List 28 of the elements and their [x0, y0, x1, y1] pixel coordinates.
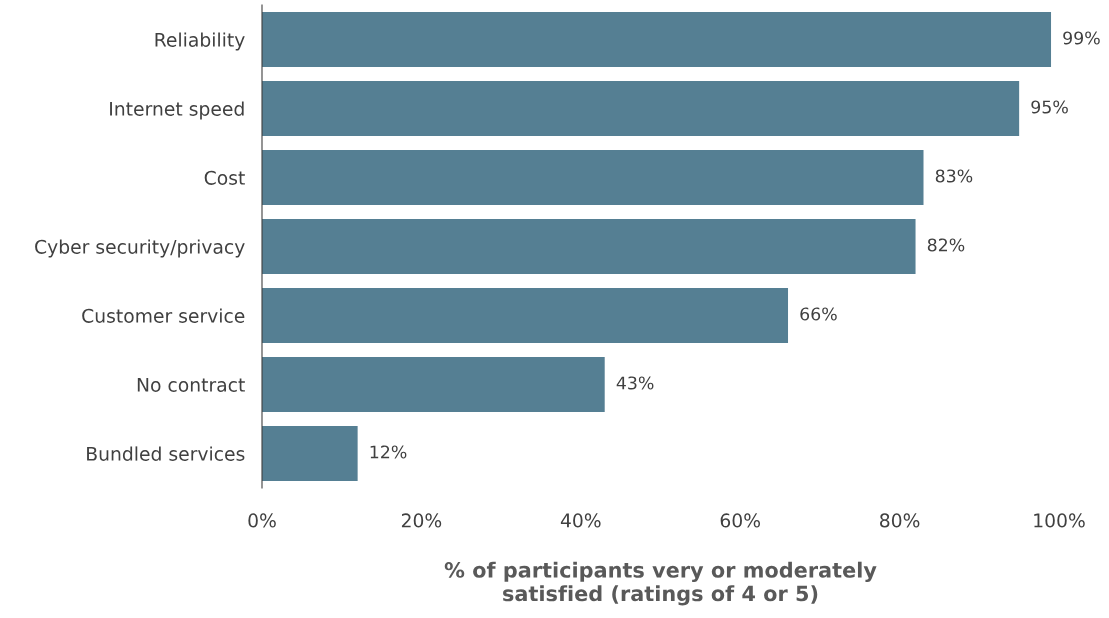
x-tick-label: 40%: [560, 513, 601, 528]
bar: [262, 425, 358, 482]
x-tick-label: 60%: [720, 513, 760, 528]
y-tick-label: Internet speed: [110, 101, 244, 120]
bar: [262, 11, 1052, 68]
x-tick-label: 0%: [248, 513, 276, 528]
bar: [262, 287, 789, 344]
x-tick-label: 100%: [1034, 513, 1085, 528]
data-label: 43%: [616, 376, 654, 390]
y-tick-label: No contract: [137, 377, 245, 392]
x-tick-label: 20%: [401, 513, 442, 528]
y-tick-label: Cost: [204, 170, 245, 185]
x-axis-title: % of participants very or moderately satisfied (ratings of 4 or 5): [444, 561, 877, 606]
data-label: 95%: [1031, 100, 1068, 114]
y-tick-label: Reliability: [155, 32, 245, 51]
bar: [262, 149, 924, 206]
data-label: 66%: [800, 307, 837, 321]
x-tick-label: 80%: [880, 513, 920, 528]
data-label: 82%: [927, 238, 965, 252]
bar: [262, 80, 1020, 137]
bar: [262, 356, 605, 413]
y-tick-label: Bundled services: [87, 446, 245, 461]
data-label: 83%: [935, 169, 973, 183]
bar: [262, 218, 916, 275]
data-label: 12%: [370, 445, 407, 459]
y-tick-label: Cyber security/privacy: [35, 239, 245, 258]
data-label: 99%: [1063, 31, 1100, 45]
y-tick-label: Customer service: [82, 308, 245, 323]
